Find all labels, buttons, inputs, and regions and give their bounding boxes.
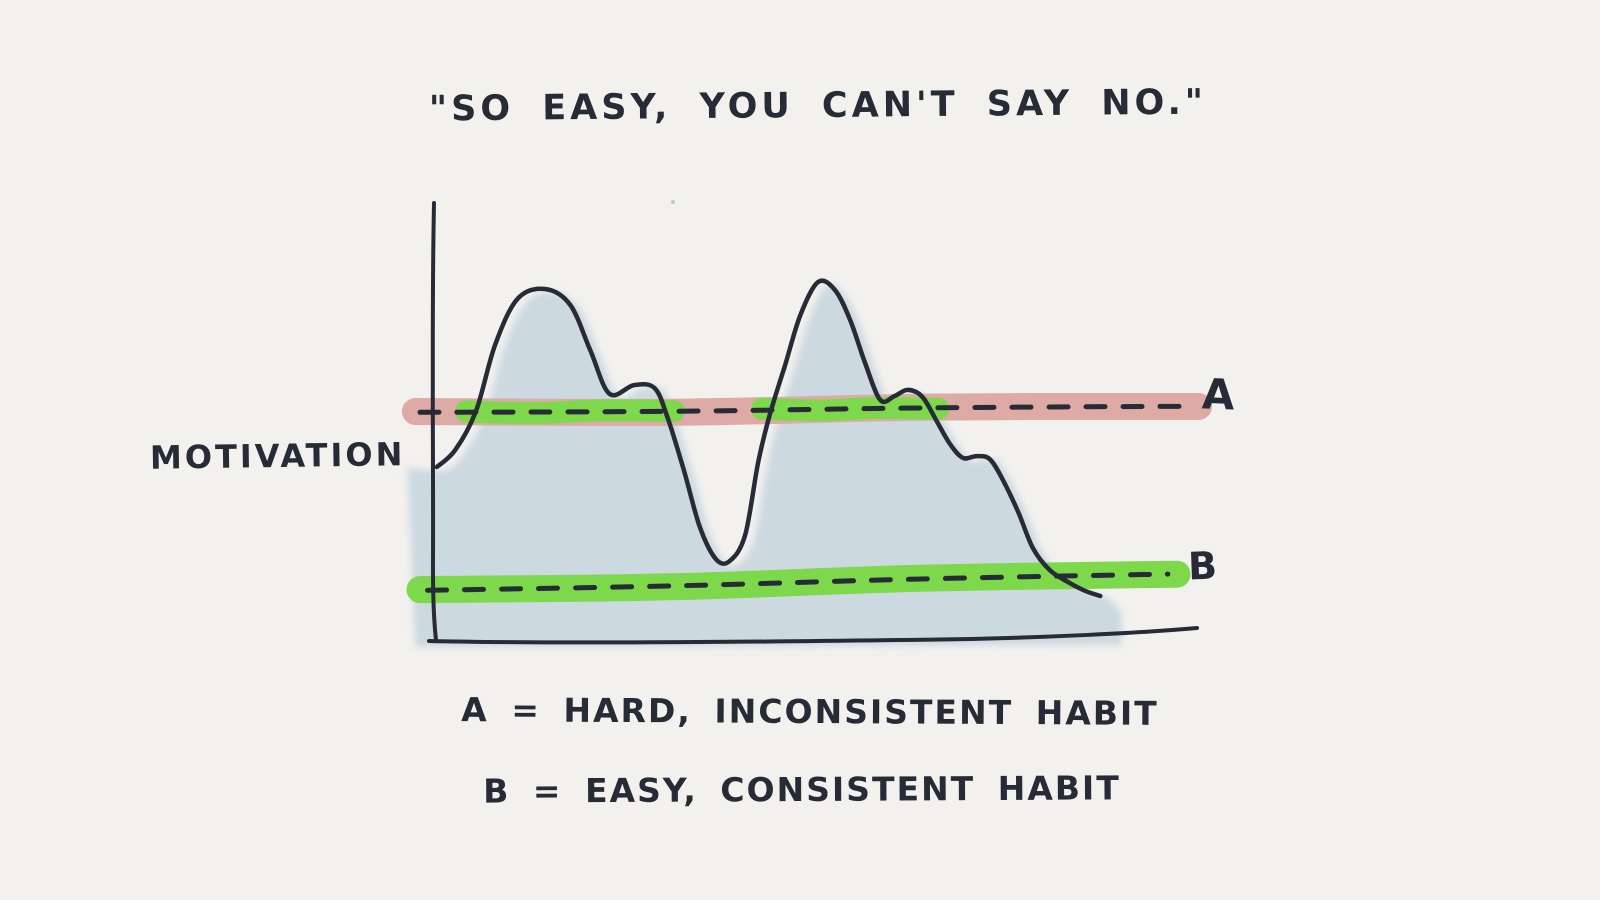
- legend-line-a: A = HARD, INCONSISTENT HABIT: [461, 690, 1159, 733]
- chart-title: "SO EASY, YOU CAN'T SAY NO.": [428, 82, 1208, 130]
- y-axis-label: MOTIVATION: [149, 435, 406, 477]
- y-axis: [430, 201, 438, 642]
- paper-speck: [671, 200, 675, 204]
- x-axis: [427, 626, 1199, 645]
- motivation-area-fill: [407, 283, 1122, 647]
- motivation-curve: [434, 278, 1103, 599]
- threshold-a-label: A: [1201, 369, 1236, 420]
- threshold-b-label: B: [1187, 543, 1218, 589]
- threshold-A-dashed-line: [417, 403, 1191, 415]
- legend-line-b: B = EASY, CONSISTENT HABIT: [483, 768, 1121, 811]
